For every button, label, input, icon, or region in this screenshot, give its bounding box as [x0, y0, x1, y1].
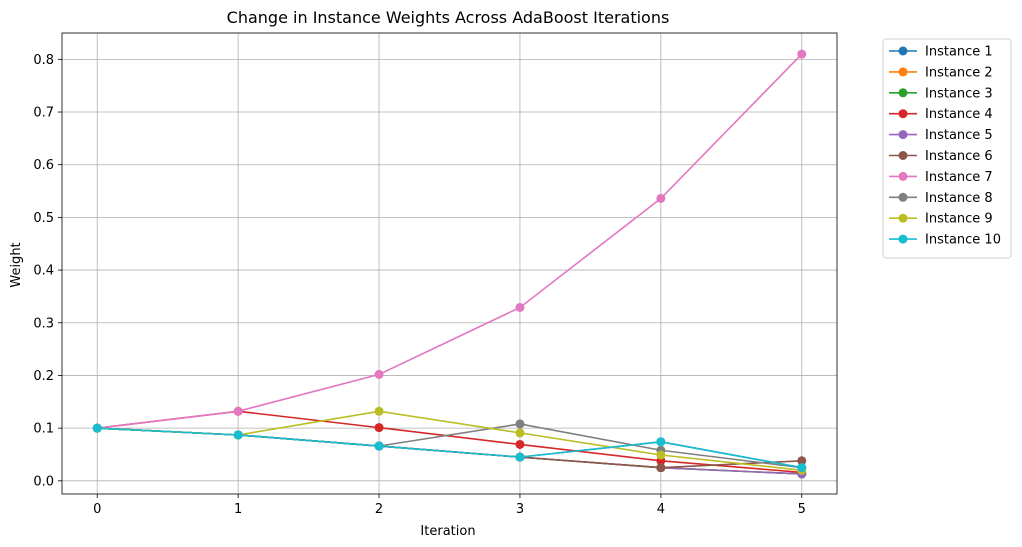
legend-marker — [898, 88, 908, 98]
y-tick-label: 0.0 — [33, 474, 54, 489]
data-point — [656, 450, 666, 460]
axes: 0 1 2 3 4 5 0.0 0.1 0.2 0.3 0.4 0.5 0.6 0.7 0.8 — [33, 32, 838, 517]
data-point — [797, 463, 807, 473]
legend-item: Instance 6 — [889, 149, 993, 164]
legend-item: Instance 10 — [889, 233, 1001, 248]
series-line — [97, 53, 803, 429]
legend-marker — [898, 46, 908, 56]
data-point — [374, 369, 384, 379]
y-tick-label: 0.7 — [33, 106, 54, 121]
data-point — [374, 423, 384, 433]
legend-marker — [898, 192, 908, 202]
data-point — [797, 456, 807, 466]
legend-item: Instance 8 — [889, 191, 993, 206]
data-point — [233, 430, 243, 440]
data-point — [656, 463, 666, 473]
series-lines — [92, 49, 807, 479]
legend-marker — [898, 213, 908, 223]
series-6 — [92, 423, 807, 473]
legend-marker — [898, 130, 908, 140]
data-point — [515, 302, 525, 312]
data-point — [233, 406, 243, 416]
legend-marker — [898, 234, 908, 244]
legend-label: Instance 6 — [925, 149, 993, 164]
x-tick-label: 1 — [234, 502, 242, 517]
series-line — [97, 410, 802, 472]
y-tick-label: 0.1 — [33, 422, 54, 437]
data-point — [656, 193, 666, 203]
legend-item: Instance 1 — [889, 45, 993, 60]
data-point — [797, 49, 807, 59]
data-point — [656, 437, 666, 447]
chart-title: Change in Instance Weights Across AdaBoo… — [227, 8, 670, 27]
data-point — [374, 441, 384, 451]
legend-label: Instance 2 — [925, 65, 993, 80]
series-1 — [92, 423, 807, 473]
x-tick-label: 4 — [657, 502, 665, 517]
data-point — [515, 452, 525, 462]
legend: Instance 1 Instance 2 Instance 3 Instance 4… — [882, 38, 1012, 259]
data-point — [515, 419, 525, 429]
data-point — [515, 428, 525, 438]
y-tick-label: 0.4 — [33, 264, 54, 279]
y-tick-label: 0.2 — [33, 369, 54, 384]
legend-marker — [898, 67, 908, 77]
series-10 — [92, 423, 807, 473]
legend-item: Instance 9 — [889, 212, 993, 227]
series-line — [97, 410, 802, 474]
data-point — [374, 406, 384, 416]
data-point — [92, 423, 102, 433]
x-tick-label: 5 — [798, 502, 806, 517]
legend-marker — [898, 109, 908, 119]
legend-box — [882, 38, 1012, 259]
x-tick-label: 2 — [375, 502, 383, 517]
legend-label: Instance 3 — [925, 86, 993, 101]
series-line — [97, 423, 802, 469]
y-tick-label: 0.5 — [33, 211, 54, 226]
legend-item: Instance 3 — [889, 86, 993, 101]
legend-label: Instance 8 — [925, 191, 993, 206]
legend-item: Instance 7 — [889, 170, 993, 185]
legend-label: Instance 4 — [925, 107, 993, 122]
y-axis-label: Weight — [9, 242, 24, 287]
legend-label: Instance 7 — [925, 170, 993, 185]
legend-marker — [898, 151, 908, 160]
x-tick-label: 3 — [516, 502, 524, 517]
legend-item: Instance 5 — [889, 128, 993, 143]
y-tick-label: 0.3 — [33, 316, 54, 331]
legend-item: Instance 4 — [889, 107, 993, 122]
legend-item: Instance 2 — [889, 65, 993, 80]
legend-label: Instance 5 — [925, 128, 993, 143]
x-tick-label: 0 — [93, 502, 101, 517]
legend-label: Instance 10 — [925, 233, 1001, 248]
legend-marker — [898, 171, 908, 181]
legend-label: Instance 1 — [925, 45, 993, 60]
y-tick-label: 0.6 — [33, 158, 54, 173]
x-axis-label: Iteration — [420, 524, 475, 539]
y-tick-label: 0.8 — [33, 53, 54, 68]
grid — [62, 33, 837, 494]
data-point — [515, 439, 525, 449]
legend-label: Instance 9 — [925, 212, 993, 227]
series-line — [97, 427, 802, 469]
plot-frame — [61, 32, 838, 495]
